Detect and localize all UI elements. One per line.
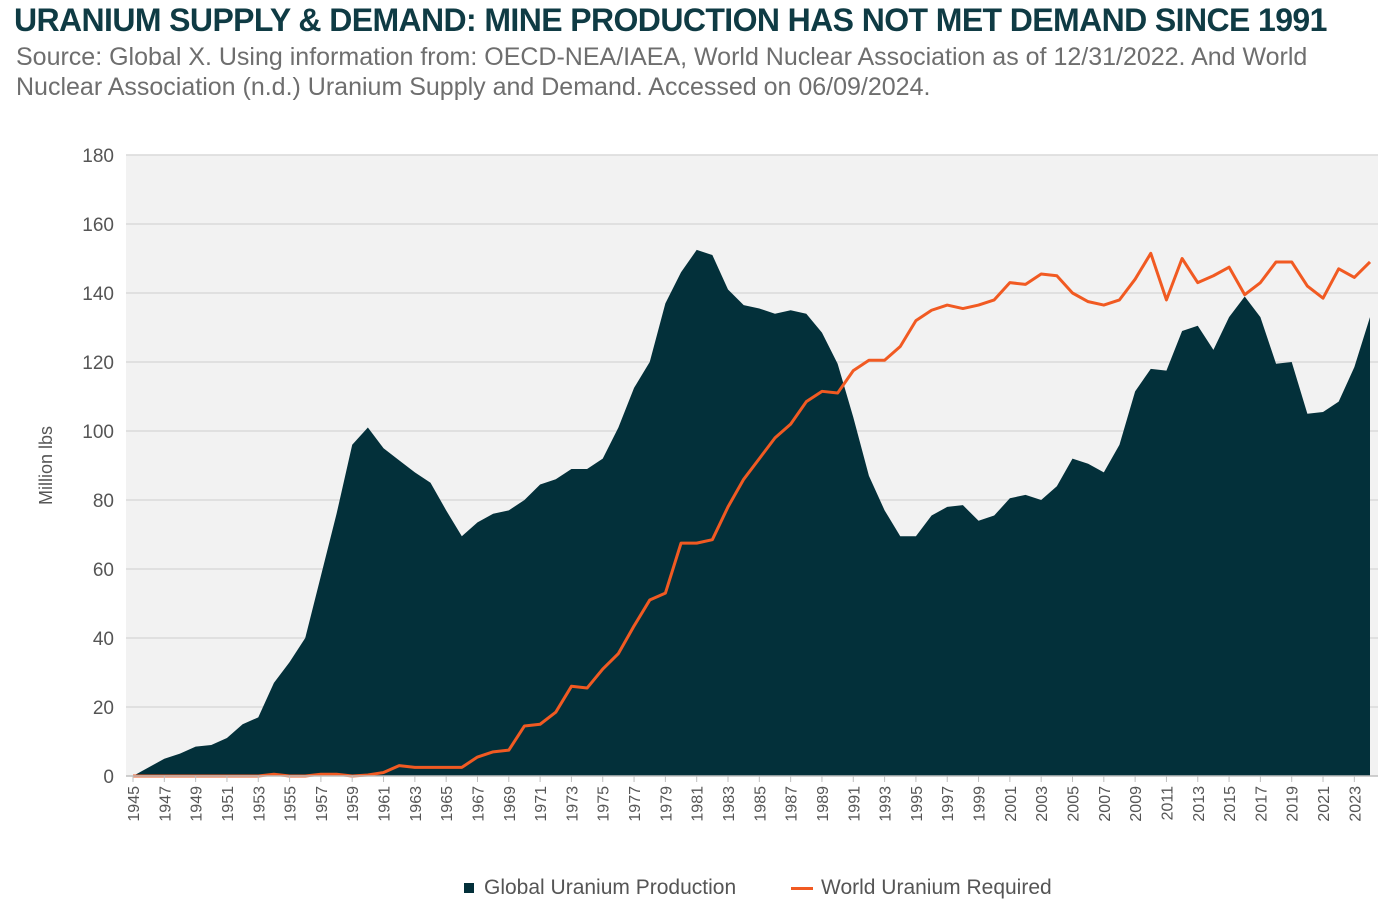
legend-item-production: Global Uranium Production — [464, 876, 736, 900]
x-tick-label-1977: 1977 — [627, 786, 644, 822]
y-tick-label-40: 40 — [93, 629, 114, 650]
x-tick-label-2021: 2021 — [1316, 786, 1333, 822]
x-tick-label-1947: 1947 — [157, 786, 174, 822]
y-tick-label-160: 160 — [82, 215, 114, 236]
x-tick-label-1997: 1997 — [940, 786, 957, 822]
x-tick-label-1983: 1983 — [721, 786, 738, 822]
y-tick-label-20: 20 — [93, 698, 114, 719]
legend-label-required: World Uranium Required — [821, 876, 1052, 899]
legend-swatch-required — [791, 886, 813, 890]
x-tick-label-2001: 2001 — [1003, 786, 1020, 822]
x-tick-label-1999: 1999 — [972, 786, 989, 822]
x-tick-label-2009: 2009 — [1128, 786, 1145, 822]
legend: Global Uranium Production World Uranium … — [0, 876, 1382, 906]
x-tick-label-2011: 2011 — [1159, 786, 1176, 821]
legend-item-required: World Uranium Required — [791, 876, 1052, 900]
chart: 1945 1947 1949 1951 1953 1955 1957 1959 1961 1963… — [36, 146, 1378, 822]
x-tick-label-1961: 1961 — [377, 786, 394, 822]
y-tick-label-60: 60 — [93, 560, 114, 581]
y-tick-label-0: 0 — [103, 767, 114, 788]
x-tick-label-1949: 1949 — [189, 786, 206, 822]
legend-label-production: Global Uranium Production — [484, 876, 737, 899]
x-tick-label-1973: 1973 — [564, 786, 581, 822]
x-tick-label-1975: 1975 — [596, 786, 613, 822]
chart-subtitle: Source: Global X. Using information from… — [16, 43, 1308, 101]
x-tick-label-2003: 2003 — [1034, 786, 1051, 822]
y-axis-ticks: 0 20 40 60 80 100 120 140 160 180 — [82, 146, 114, 788]
x-tick-label-1979: 1979 — [658, 786, 675, 822]
x-tick-label-2017: 2017 — [1253, 786, 1270, 822]
x-tick-label-1955: 1955 — [283, 786, 300, 822]
x-tick-label-1953: 1953 — [251, 786, 268, 822]
x-tick-label-1993: 1993 — [878, 786, 895, 822]
series-line-world-uranium-required — [133, 251, 1372, 778]
y-axis-label: Million lbs — [36, 426, 56, 505]
x-axis-ticks: 1945 1947 1949 1951 1953 1955 1957 1959 1961 1963… — [126, 776, 1364, 822]
x-tick-label-1959: 1959 — [345, 786, 362, 822]
x-tick-label-2007: 2007 — [1097, 786, 1114, 822]
x-tick-label-2019: 2019 — [1285, 786, 1302, 822]
x-tick-label-1957: 1957 — [314, 786, 331, 822]
x-tick-label-1987: 1987 — [784, 786, 801, 822]
legend-swatch-production — [464, 883, 474, 893]
x-tick-label-1951: 1951 — [220, 786, 237, 822]
y-tick-label-80: 80 — [93, 491, 114, 512]
x-tick-label-1963: 1963 — [408, 786, 425, 822]
x-tick-label-2005: 2005 — [1065, 786, 1082, 822]
x-tick-label-1995: 1995 — [909, 786, 926, 822]
series-area-global-uranium-production — [133, 249, 1370, 776]
x-tick-label-1985: 1985 — [752, 786, 769, 822]
x-tick-label-1945: 1945 — [126, 786, 143, 822]
x-tick-label-2015: 2015 — [1222, 786, 1239, 822]
y-tick-label-100: 100 — [82, 422, 114, 443]
x-tick-label-2023: 2023 — [1347, 786, 1364, 822]
x-tick-label-2013: 2013 — [1191, 786, 1208, 822]
y-tick-label-120: 120 — [82, 353, 114, 374]
y-tick-label-180: 180 — [82, 146, 114, 167]
x-tick-label-1969: 1969 — [502, 786, 519, 822]
x-tick-label-1965: 1965 — [439, 786, 456, 822]
chart-title: URANIUM SUPPLY & DEMAND: MINE PRODUCTION… — [14, 2, 1327, 38]
x-tick-label-1971: 1971 — [533, 786, 550, 822]
x-tick-label-1981: 1981 — [690, 786, 707, 822]
x-tick-label-1991: 1991 — [846, 786, 863, 822]
y-tick-label-140: 140 — [82, 284, 114, 305]
x-tick-label-1967: 1967 — [470, 786, 487, 822]
x-tick-label-1989: 1989 — [815, 786, 832, 822]
